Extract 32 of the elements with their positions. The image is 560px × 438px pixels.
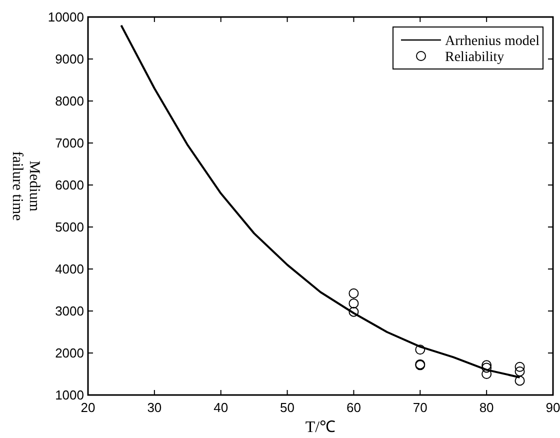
y-tick-label: 8000 [55, 94, 84, 108]
point [348, 298, 359, 308]
point [514, 366, 525, 376]
x-tick-label: 60 [346, 400, 361, 415]
y-tick-label: 3000 [55, 304, 84, 318]
y-tick-label: 10000 [48, 10, 84, 24]
x-tick-label: 90 [546, 400, 560, 415]
y-tick-label: 4000 [55, 262, 84, 276]
x-tick-label: 70 [412, 400, 428, 415]
x-tick-label: 30 [147, 400, 162, 415]
y-tick-label: 2000 [55, 346, 84, 360]
x-tick-label: 50 [280, 400, 295, 415]
x-axis-title: T/℃ [305, 419, 336, 436]
y-tick-label: 5000 [55, 220, 84, 234]
y-tick-label: 7000 [55, 136, 84, 150]
point [348, 306, 359, 317]
point [415, 344, 426, 355]
point [482, 369, 492, 379]
point [348, 288, 359, 298]
x-tick-label: 40 [214, 400, 228, 415]
legend-label: Arrhenius model [445, 34, 540, 49]
point [482, 362, 492, 373]
point [514, 376, 525, 386]
y-axis-title: Medium failure time [9, 151, 42, 222]
x-tick-label: 20 [80, 400, 96, 415]
y-tick-label: 6000 [55, 178, 84, 192]
x-tick-label: 80 [479, 400, 494, 415]
y-tick-label: 1000 [55, 388, 84, 402]
point [514, 362, 525, 372]
legend-label: Reliability [445, 50, 504, 65]
y-tick-label: 9000 [55, 52, 84, 66]
point [482, 360, 492, 370]
